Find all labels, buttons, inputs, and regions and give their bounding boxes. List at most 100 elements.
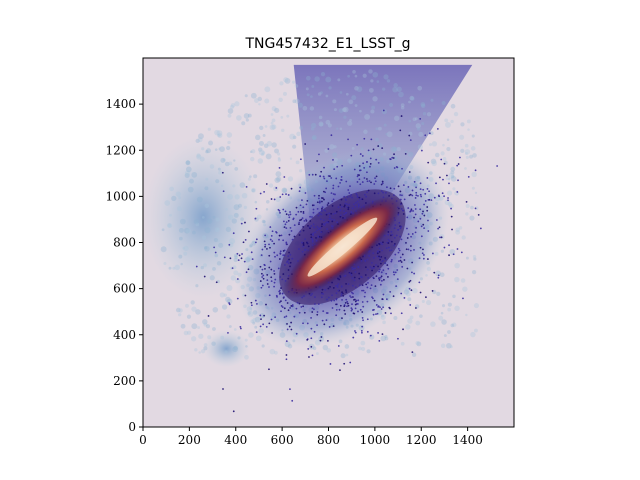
haze-speck [193,219,199,225]
scatter-point [394,224,397,227]
scatter-point [280,287,282,289]
haze-speck [310,95,313,98]
scatter-point [395,285,398,288]
scatter-point [282,208,285,211]
scatter-point [236,297,239,300]
haze-speck [269,348,276,355]
haze-speck [426,300,432,306]
scatter-point [382,241,384,244]
scatter-point [345,180,348,183]
scatter-point [446,174,448,177]
scatter-point [232,232,235,235]
scatter-point [366,300,369,303]
scatter-point [268,243,270,246]
scatter-point [264,267,266,270]
scatter-point [399,235,402,238]
scatter-point [287,309,290,312]
scatter-point [320,218,322,221]
scatter-point [278,301,281,304]
scatter-point [422,248,424,251]
scatter-point [369,334,372,337]
scatter-point [326,228,328,230]
scatter-point [346,203,348,206]
scatter-point [283,296,285,299]
scatter-point [247,268,250,271]
haze-speck [283,77,289,83]
haze-speck [396,86,402,93]
scatter-point [385,247,388,250]
scatter-point [269,246,271,249]
scatter-point [345,298,348,301]
scatter-point [343,362,346,365]
haze-speck [305,87,309,91]
scatter-point [412,210,414,212]
haze-speck [185,228,191,234]
scatter-point [394,253,397,256]
haze-speck [244,94,248,98]
scatter-point [384,257,387,259]
scatter-point [381,333,384,336]
scatter-point [343,195,346,198]
haze-speck [207,335,212,340]
haze-speck [225,296,231,303]
scatter-point [448,182,450,185]
scatter-point [456,248,459,250]
scatter-point [387,242,390,244]
haze-speck [203,346,208,351]
haze-speck [179,236,183,241]
haze-speck [347,120,353,126]
haze-speck [264,86,271,93]
haze-speck [229,238,236,245]
scatter-point [403,259,406,261]
haze-speck [464,149,471,155]
scatter-point [268,286,270,288]
scatter-point [447,199,449,202]
haze-speck [447,177,451,181]
scatter-point [286,328,289,331]
haze-speck [294,98,300,104]
scatter-point [343,305,346,308]
scatter-point [315,236,317,239]
scatter-point [346,196,349,198]
scatter-point [340,176,343,178]
scatter-point [282,239,285,242]
scatter-point [392,295,395,298]
scatter-point [302,242,305,245]
scatter-point [420,195,423,198]
haze-speck [360,340,366,346]
scatter-point [462,297,464,300]
y-tick-label: 800 [113,236,136,250]
scatter-point [398,249,401,252]
haze-speck [274,148,280,154]
haze-speck [464,143,469,148]
diffuse-region-left-plume [143,135,264,299]
haze-speck [178,196,181,200]
scatter-point [316,324,318,326]
scatter-point [229,257,232,260]
scatter-point [250,304,253,307]
haze-speck [248,332,254,338]
scatter-point [354,307,357,310]
scatter-point [309,220,312,222]
scatter-point [363,137,366,140]
haze-speck [447,307,452,312]
scatter-point [310,233,313,236]
haze-speck [258,149,265,156]
scatter-point [366,286,369,289]
scatter-point [286,302,289,304]
scatter-point [308,173,311,176]
haze-speck [295,160,300,165]
scatter-point [456,164,459,167]
haze-speck [204,246,208,250]
scatter-point [328,215,331,218]
haze-speck [394,115,400,122]
scatter-point [228,243,231,246]
scatter-point [344,202,347,205]
scatter-point [266,279,269,282]
haze-speck [265,200,270,204]
scatter-point [377,332,379,334]
scatter-point [360,275,362,278]
haze-speck [471,134,475,138]
haze-speck [325,94,329,98]
scatter-point [287,255,290,258]
